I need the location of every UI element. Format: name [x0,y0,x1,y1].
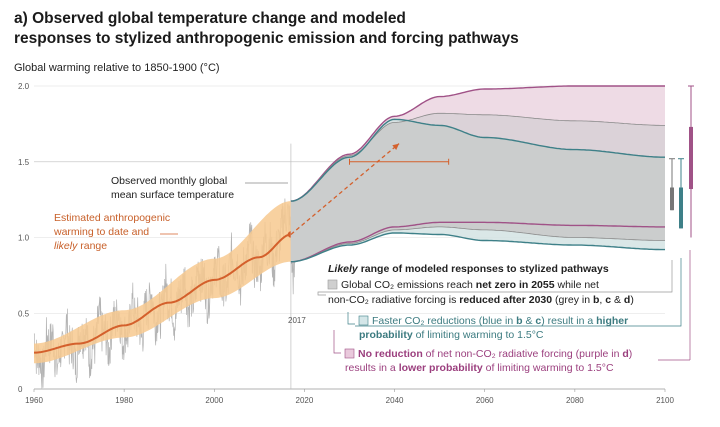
y-tick-label-1.5: 1.5 [18,158,30,167]
grey-l1-b: net zero in 2055 [476,279,555,291]
x-tick-label-2000: 2000 [205,396,223,405]
x-tick-label-1980: 1980 [115,396,133,405]
teal-l2-a: probability [359,329,413,341]
grey-l2-f: c [605,294,611,306]
teal-l1-c: & [523,315,536,327]
purple-legend-line-1: No reduction of net non-CO₂ radiative fo… [358,348,632,360]
y-tick-label-0.5: 0.5 [18,309,30,318]
teal-l1-d: c [535,315,541,327]
grey-l2-e: , [599,294,605,306]
grey-legend-swatch [327,279,338,290]
scenario-grey-lower-line [290,226,665,263]
x-tick-label-2100: 2100 [656,396,674,405]
scenario-teal-lower-line [290,232,665,263]
title-line-1: a) Observed global temperature change an… [14,10,406,27]
anthropogenic-range-band [34,201,291,364]
chart-title: a) Observed global temperature change an… [14,9,574,49]
observed-label-line-1: Observed monthly global [111,175,227,187]
modeled-heading-likely: Likely [328,263,359,275]
grey-l1-a: Global CO₂ emissions reach [341,279,476,291]
scenario-grey-upper-line [290,112,665,202]
estimated-label-line-1: Estimated anthropogenic [54,212,170,224]
observed-label-line-2: mean surface temperature [111,189,234,201]
modeled-heading: Likely range of modeled responses to sty… [328,263,609,275]
grey-l2-b: reduced after 2030 [459,294,552,306]
scenario-teal-upper-line [290,118,665,202]
purple-l2-b: lower probability [399,362,483,374]
leader-teal [347,258,682,327]
x-tick-label-2060: 2060 [476,396,494,405]
teal-l1-f: higher [596,315,628,327]
purple-legend-swatch [344,348,355,359]
x-tick-label-2080: 2080 [566,396,584,405]
x-tick-label-2040: 2040 [386,396,404,405]
side-bar-purple-box [689,126,693,190]
purple-l1-a: No reduction [358,348,423,360]
purple-l1-b: of net non-CO₂ radiative forcing (purple… [423,348,623,360]
scenario-ranges [290,85,665,263]
side-bar-teal-box [679,187,683,229]
side-bar-grey-box [670,187,674,211]
grey-l2-i: ) [630,294,634,306]
leader-grey [317,260,673,296]
purple-l2-a: results in a [345,362,399,374]
leader-lines [160,182,691,361]
estimated-label-line-2: warming to date and [53,226,149,238]
scenario-purple-upper-line [290,85,665,202]
grey-l2-h: d [624,294,630,306]
grey-l2-g: & [611,294,624,306]
y-tick-label-0: 0 [18,385,23,394]
teal-l1-e: ) result in a [541,315,596,327]
estimated-range-word: range [77,240,107,252]
year-2017-label: 2017 [288,316,306,325]
purple-l1-c: d [622,348,628,360]
x-tick-label-2020: 2020 [296,396,314,405]
axes: 0 0.5 1.0 1.5 2.0 1960 1980 2000 2020 2040 2060 208… [18,82,674,405]
anthropogenic-central-line [34,233,292,354]
teal-l1-a: Faster CO₂ reductions (blue in [372,315,516,327]
y-tick-label-2.0: 2.0 [18,82,30,91]
y-tick-label-1.0: 1.0 [18,234,30,243]
grey-legend-line-1: Global CO₂ emissions reach net zero in 2… [341,279,599,291]
teal-l2-b: of limiting warming to 1.5°C [413,329,544,341]
grey-legend-line-2: non-CO₂ radiative forcing is reduced aft… [328,294,634,306]
side-range-bars [669,85,694,238]
grey-l2-d: b [593,294,599,306]
teal-legend-line-1: Faster CO₂ reductions (blue in b & c) re… [372,315,628,327]
projection-arrow-line [290,143,400,235]
estimated-label-line-3: likely range [54,240,107,252]
x-tick-label-1960: 1960 [25,396,43,405]
grey-l2-a: non-CO₂ radiative forcing is [328,294,459,306]
grey-l1-c: while net [555,279,599,291]
projection-arrowhead [392,143,400,150]
estimated-likely-word: likely [54,240,78,252]
leader-purple [333,250,691,360]
teal-legend-swatch [358,315,369,326]
purple-l1-d: ) [629,348,633,360]
teal-l1-b: b [516,315,522,327]
title-line-2: responses to stylized anthropogenic emis… [14,30,519,47]
y-axis-label: Global warming relative to 1850-1900 (°C… [14,62,220,74]
teal-legend-line-2: probability of limiting warming to 1.5°C [359,329,544,341]
modeled-heading-rest: range of modeled responses to stylized p… [358,263,609,275]
purple-l2-c: of limiting warming to 1.5°C [483,362,614,374]
scenario-purple-lower-line [290,221,665,263]
grey-l2-c: (grey in [552,294,593,306]
purple-legend-line-2: results in a lower probability of limiti… [345,362,614,374]
